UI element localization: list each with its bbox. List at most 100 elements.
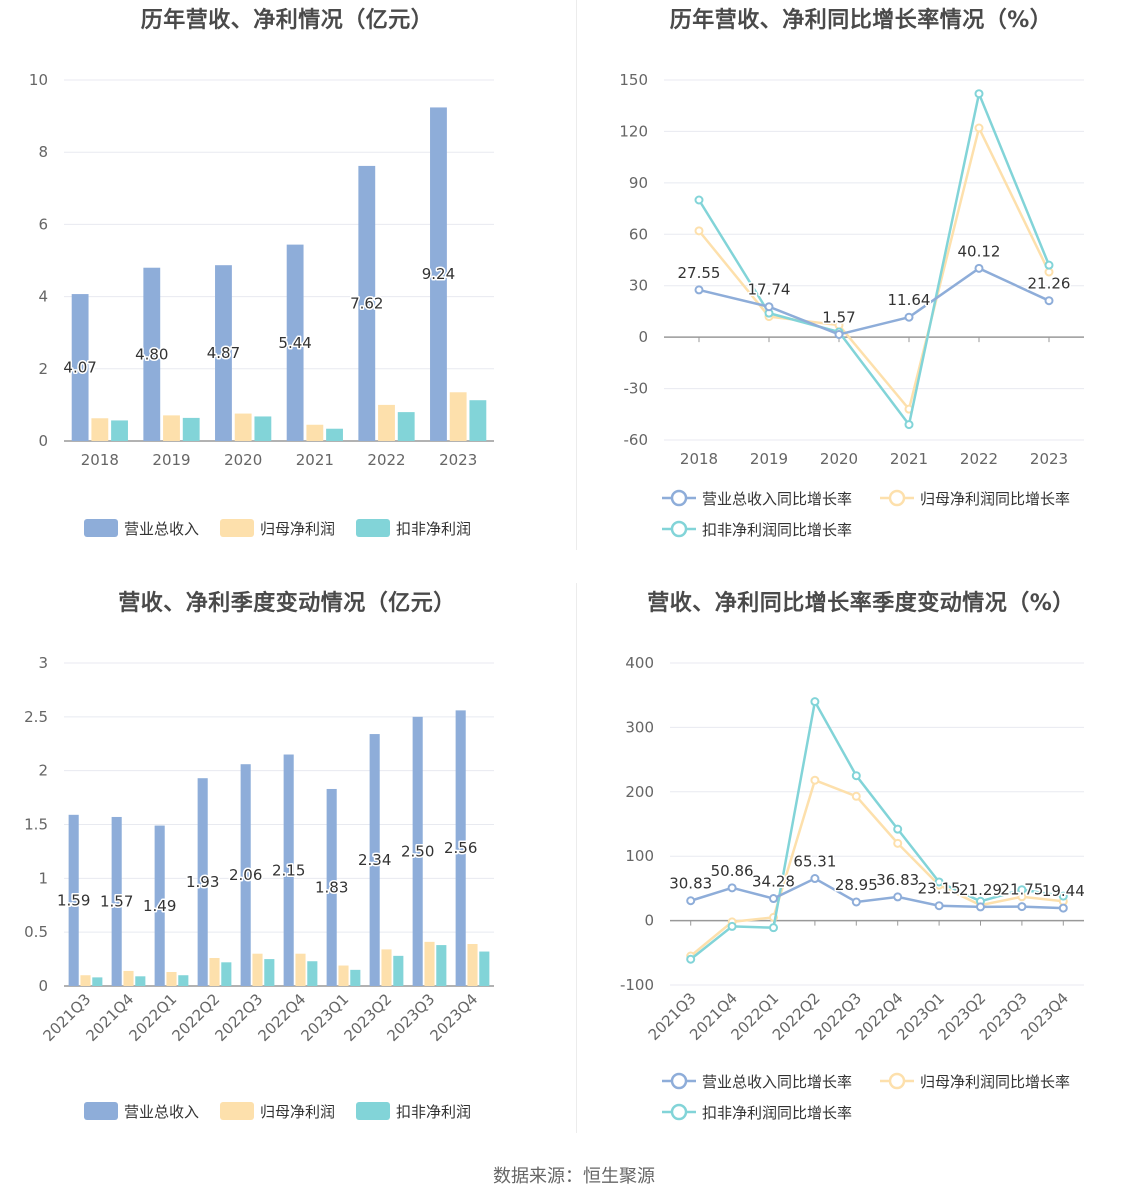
series-line xyxy=(689,697,1064,961)
data-point xyxy=(694,285,704,295)
legend-swatch xyxy=(220,519,254,537)
data-point xyxy=(1017,902,1027,912)
bar-net-profit xyxy=(449,392,467,441)
y-tick-label: 0.5 xyxy=(24,923,48,941)
series-line xyxy=(698,124,1051,412)
data-point xyxy=(727,883,737,893)
data-label: 7.62 xyxy=(350,294,383,312)
data-label: 19.44 xyxy=(1042,882,1085,900)
x-tick-label: 2022 xyxy=(367,451,405,469)
legend-swatch xyxy=(220,1102,254,1120)
bar-net-profit xyxy=(424,941,435,986)
bar-revenue xyxy=(215,265,232,441)
data-label: 1.59 xyxy=(57,891,90,909)
data-point xyxy=(893,824,903,834)
bar-deducted-profit xyxy=(469,400,487,441)
data-source-note: 数据来源：恒生聚源 xyxy=(493,1166,655,1187)
data-label: 36.83 xyxy=(876,871,919,889)
data-point xyxy=(810,775,820,785)
data-label: 2.15 xyxy=(272,861,305,879)
bar-revenue xyxy=(71,294,89,441)
bar-deducted-profit xyxy=(436,945,447,986)
data-point xyxy=(1058,903,1068,913)
x-tick-label: 2022 xyxy=(960,450,998,468)
x-tick-label: 2023 xyxy=(1030,450,1068,468)
legend-label: 营业总收入 xyxy=(124,1103,199,1121)
bar-deducted-profit xyxy=(221,962,232,986)
data-label: 30.83 xyxy=(669,875,712,893)
annual-growth-rate-chart: -60 -30 0 30 60 90 120 150 2018 2019 2020 2021 2022 2… xyxy=(619,71,1084,539)
bar-net-profit xyxy=(234,413,252,441)
y-tick-label: 200 xyxy=(625,783,654,801)
data-point xyxy=(1044,260,1054,270)
legend-swatch xyxy=(84,519,118,537)
bar-net-profit xyxy=(80,975,91,986)
bar-revenue xyxy=(154,825,165,986)
chart-title: 营收、净利同比增长率季度变动情况（%） xyxy=(647,591,1075,616)
data-label: 1.57 xyxy=(100,892,133,910)
data-label: 11.64 xyxy=(888,291,931,309)
chart-title: 历年营收、净利情况（亿元） xyxy=(140,8,434,33)
data-point xyxy=(976,902,985,912)
legend-marker xyxy=(670,1103,688,1121)
bar-deducted-profit xyxy=(182,417,200,441)
series-line xyxy=(690,877,1064,910)
data-label: 2.56 xyxy=(444,839,477,857)
data-label: 65.31 xyxy=(793,853,836,871)
data-label: 9.24 xyxy=(422,265,455,283)
bar-deducted-profit xyxy=(326,428,343,441)
bar-deducted-profit xyxy=(135,976,146,986)
data-label: 1.49 xyxy=(143,897,176,915)
data-label: 4.87 xyxy=(207,344,240,362)
data-point xyxy=(1017,885,1027,895)
legend-label: 扣非净利润同比增长率 xyxy=(702,1104,852,1122)
y-tick-label: -30 xyxy=(624,380,649,398)
data-label: 27.55 xyxy=(678,264,721,282)
bar-revenue xyxy=(240,764,251,986)
legend-marker xyxy=(888,489,906,507)
x-tick-label: 2018 xyxy=(680,450,718,468)
annual-growth-rate-panel: 历年营收、净利同比增长率情况（%） -60 -30 0 30 60 90 120 150 201… xyxy=(574,0,1148,580)
legend-label: 归母净利润 xyxy=(260,1103,335,1121)
data-point xyxy=(904,312,914,322)
annual-revenue-profit-chart: 0 2 4 6 8 10 2018 2019 2020 2021 2022 2023 4.07 4.80 4… xyxy=(29,71,494,538)
data-point xyxy=(934,901,944,911)
y-tick-label: 0 xyxy=(38,977,48,995)
y-tick-label: 30 xyxy=(629,277,648,295)
bar-revenue xyxy=(455,710,466,986)
y-tick-label: 60 xyxy=(629,225,648,243)
series-line xyxy=(698,266,1050,336)
data-point xyxy=(851,897,861,907)
legend-marker xyxy=(670,489,688,507)
legend-label: 营业总收入 xyxy=(124,520,199,538)
chart-title: 营收、净利季度变动情况（亿元） xyxy=(118,591,456,616)
data-point xyxy=(727,921,737,931)
y-tick-label: 100 xyxy=(625,847,654,865)
vertical-divider-bottom xyxy=(576,583,577,1133)
data-point xyxy=(686,896,696,906)
y-tick-label: 0 xyxy=(38,432,48,450)
bar-deducted-profit xyxy=(479,951,490,986)
data-point xyxy=(769,923,778,933)
bar-revenue xyxy=(143,267,161,441)
data-point xyxy=(974,123,984,133)
quarterly-growth-rate-chart: -10001002003004002021Q32021Q42022Q12022Q… xyxy=(620,654,1086,1122)
series-line xyxy=(697,89,1051,428)
legend-label: 归母净利润同比增长率 xyxy=(920,490,1070,508)
y-tick-label: 2 xyxy=(38,762,48,780)
y-tick-label: -100 xyxy=(620,976,654,994)
bar-revenue xyxy=(326,788,337,986)
data-label: 2.50 xyxy=(401,842,434,860)
y-tick-label: 400 xyxy=(625,654,654,672)
data-label: 1.93 xyxy=(186,873,219,891)
bar-net-profit xyxy=(295,953,306,986)
data-label: 4.80 xyxy=(135,345,168,363)
bar-net-profit xyxy=(91,418,109,441)
x-tick-label: 2021 xyxy=(890,450,928,468)
data-label: 4.07 xyxy=(63,359,96,377)
legend-swatch xyxy=(356,1102,390,1120)
vertical-divider-top xyxy=(576,0,577,550)
bar-revenue xyxy=(68,814,79,986)
data-point xyxy=(934,877,944,887)
legend-label: 营业总收入同比增长率 xyxy=(702,1073,852,1091)
